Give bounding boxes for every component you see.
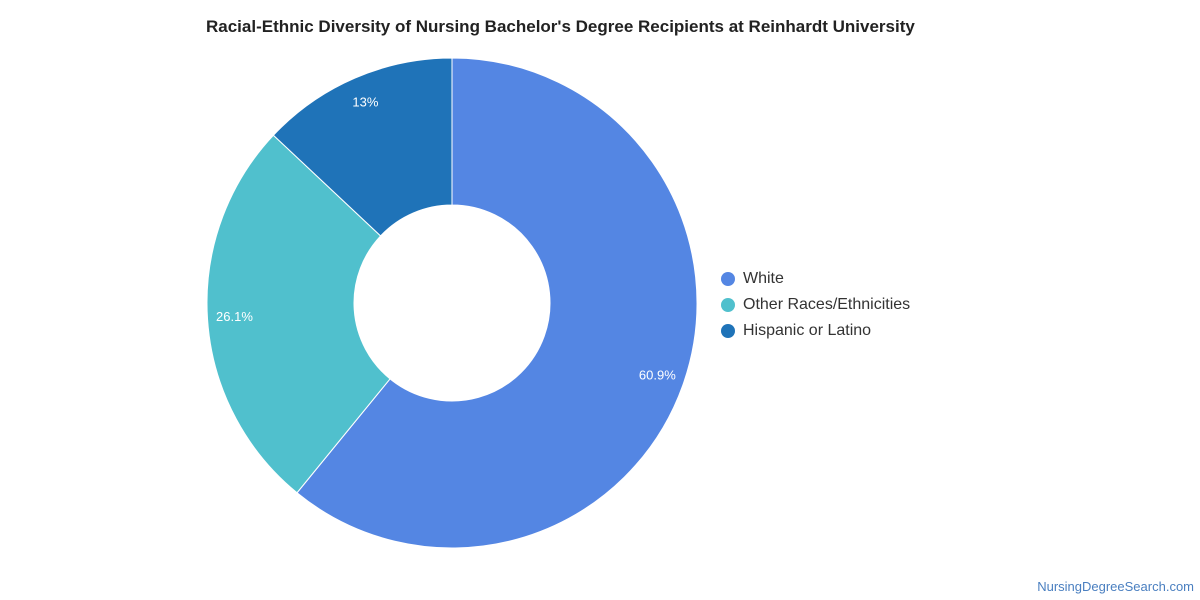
slice-value-label: 60.9%: [639, 368, 676, 383]
slice-other-races-ethnicities[interactable]: [206, 134, 391, 494]
legend-label: White: [743, 270, 784, 287]
legend-swatch: [721, 324, 735, 338]
slice-value-label: 26.1%: [216, 309, 253, 324]
legend-swatch: [721, 298, 735, 312]
legend-label: Hispanic or Latino: [743, 322, 872, 339]
legend-item[interactable]: White: [721, 266, 910, 292]
chart-title: Racial-Ethnic Diversity of Nursing Bache…: [206, 17, 915, 36]
legend: White Other Races/Ethnicities Hispanic or …: [721, 266, 910, 344]
slices-group: [206, 57, 698, 549]
slice-labels-group: 60.9% 26.1% 13%: [216, 94, 676, 382]
slice-white[interactable]: [296, 57, 698, 549]
legend-item[interactable]: Hispanic or Latino: [721, 318, 910, 344]
slice-value-label: 13%: [352, 94, 378, 109]
legend-item[interactable]: Other Races/Ethnicities: [721, 292, 910, 318]
slice-hispanic-or-latino[interactable]: [272, 57, 453, 237]
legend-label: Other Races/Ethnicities: [743, 296, 911, 313]
legend-swatch: [721, 272, 735, 286]
source-credit[interactable]: NursingDegreeSearch.com: [1037, 579, 1194, 594]
